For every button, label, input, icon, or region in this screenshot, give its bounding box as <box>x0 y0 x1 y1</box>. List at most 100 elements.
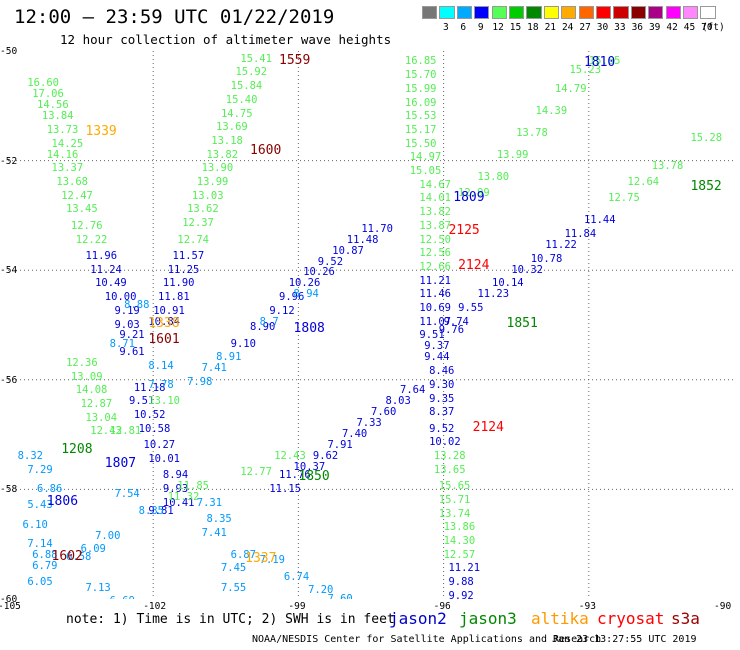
wave-height-value: 7.98 <box>187 376 213 389</box>
wave-height-value: 8.46 <box>429 365 455 378</box>
wave-height-value: 13.65 <box>433 463 466 476</box>
legend-label: 21 <box>544 22 557 33</box>
wave-height-value: 6.05 <box>27 576 53 589</box>
wave-height-value: 11.21 <box>448 562 481 575</box>
wave-height-value: 7.41 <box>201 362 227 375</box>
wave-height-value: 12.36 <box>66 356 98 369</box>
wave-height-value: 9.44 <box>424 351 450 364</box>
wave-height-value: 11.46 <box>419 288 451 301</box>
latitude-tick-label: -52 <box>0 155 18 167</box>
wave-height-value: 13.82 <box>419 206 451 219</box>
wave-height-value: 7.19 <box>259 554 285 567</box>
wave-height-map: 16.60 17.06 14.56 13.84 13.73 14.25 14.16 13.37… <box>8 51 734 599</box>
wave-height-value: 15.71 <box>438 493 471 506</box>
wave-height-value: 15.23 <box>569 63 602 76</box>
wave-height-value: 13.28 <box>433 450 466 463</box>
wave-height-value: 14.08 <box>75 384 108 397</box>
pass-time-label: 1601 <box>148 332 180 348</box>
wave-height-value: 10.02 <box>429 436 461 449</box>
legend-swatch <box>683 6 699 19</box>
wave-height-value: 7.54 <box>114 488 140 501</box>
wave-height-value: 13.04 <box>85 411 118 424</box>
wave-height-value: 9.30 <box>429 378 455 391</box>
wave-height-value: 10.00 <box>104 291 137 304</box>
pass-time-label: 1808 <box>293 321 325 337</box>
wave-height-value: 7.45 <box>220 562 247 575</box>
wave-height-value: 12.43 <box>274 450 306 463</box>
wave-height-value: 13.74 <box>438 507 471 520</box>
wave-height-value: 8.14 <box>148 359 174 372</box>
wave-height-value: 9.76 <box>438 324 465 336</box>
wave-height-value: 9.92 <box>448 589 474 599</box>
wave-height-value: 7.14 <box>27 537 53 550</box>
wave-height-value: 13.86 <box>443 521 476 534</box>
satellite-jason2: jason2 <box>389 609 447 628</box>
wave-height-value: 13.10 <box>148 395 180 408</box>
wave-height-value: 11.21 <box>419 274 451 287</box>
longitude-tick-label: -102 <box>143 601 167 612</box>
wave-height-value: 15.40 <box>225 93 258 106</box>
wave-height-value: 11.22 <box>545 239 577 252</box>
legend-swatch <box>561 6 577 19</box>
wave-height-value: 9.51 <box>129 395 155 408</box>
satellite-cryosat: cryosat <box>597 609 665 628</box>
legend-swatch <box>422 6 438 19</box>
legend-swatch <box>509 6 525 19</box>
wave-height-value: 12.99 <box>458 187 490 199</box>
wave-height-value: 15.05 <box>409 165 442 178</box>
wave-height-value: 15.50 <box>404 137 437 150</box>
wave-height-value: 11.85 <box>177 480 209 493</box>
legend-label: 30 <box>596 22 609 33</box>
wave-height-value: 17.06 <box>32 88 64 101</box>
wave-height-value: 10.84 <box>148 315 180 328</box>
legend-swatch <box>630 6 647 19</box>
latitude-tick-label: -50 <box>0 46 18 57</box>
wave-height-value: 7.29 <box>27 463 53 476</box>
wave-height-value: 9.19 <box>114 304 140 317</box>
pass-time-label: 1602 <box>51 548 83 564</box>
wave-height-value: 15.41 <box>240 52 272 65</box>
legend-swatch <box>543 6 560 19</box>
wave-height-value: 13.09 <box>70 370 103 383</box>
footer-note: note: 1) Time is in UTC; 2) SWH is in fe… <box>66 612 395 627</box>
pass-time-label: 1806 <box>46 493 79 509</box>
wave-height-value: 15.53 <box>404 110 437 123</box>
longitude-tick-label: -93 <box>578 601 596 612</box>
wave-height-value: 9.93 <box>162 482 189 495</box>
pass-time-label: 2124 <box>458 258 490 274</box>
wave-height-value: 11.15 <box>269 482 301 495</box>
wave-height-value: 7.20 <box>308 584 334 597</box>
timestamp: Jan 23 13:27:55 UTC 2019 <box>552 634 697 645</box>
legend-label: 9 <box>477 22 484 33</box>
wave-height-value: 9.81 <box>148 504 174 517</box>
wave-height-value: 10.78 <box>530 252 563 265</box>
wave-height-value: 10.52 <box>133 408 166 421</box>
wave-height-value: 13.99 <box>496 148 529 161</box>
latitude-tick-label: -58 <box>0 484 18 496</box>
wave-height-value: 7.40 <box>341 428 368 441</box>
wave-height-value: 14.67 <box>419 178 451 191</box>
wave-height-value: 8.94 <box>293 288 319 301</box>
legend-label: 15 <box>509 22 522 33</box>
wave-height-value: 13.62 <box>187 203 219 216</box>
wave-height-value: 7.41 <box>201 526 227 539</box>
wave-height-value: 12.57 <box>443 548 476 561</box>
satellite-s3a: s3a <box>671 609 700 628</box>
wave-height-value: 8.32 <box>17 450 43 463</box>
wave-height-value: 14.16 <box>46 148 79 161</box>
page-subtitle: 12 hour collection of altimeter wave hei… <box>60 32 392 47</box>
wave-height-value: 10.58 <box>138 422 171 435</box>
wave-height-value: 8.7 <box>259 315 279 328</box>
wave-height-value: 9.74 <box>443 315 469 328</box>
wave-height-value: 9.62 <box>312 450 339 463</box>
wave-height-value: 15.99 <box>404 82 437 95</box>
wave-height-value: 14.79 <box>554 82 587 95</box>
wave-height-value: 11.23 <box>477 288 510 301</box>
legend-label: 18 <box>527 22 539 33</box>
legend-swatch <box>613 6 629 19</box>
map-grid <box>8 51 734 599</box>
pass-time-label: 1559 <box>279 52 311 68</box>
legend-label: 24 <box>561 22 574 33</box>
wave-height-value: 6.86 <box>37 482 63 495</box>
wave-height-value: 6.74 <box>283 570 310 583</box>
